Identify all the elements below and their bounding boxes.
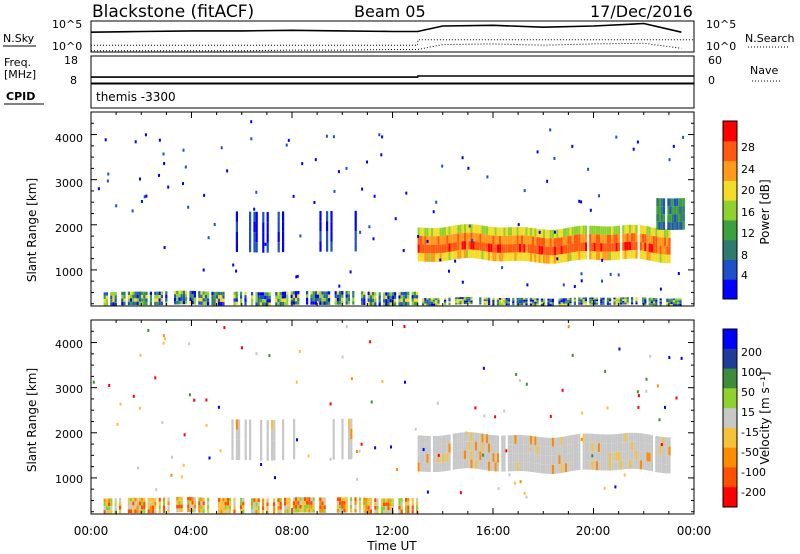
power-ytick-4000: 4000 bbox=[55, 132, 83, 145]
frequency-label-line1: Freq. bbox=[4, 56, 31, 69]
power-region-2 bbox=[235, 210, 357, 253]
colorbar-swatch bbox=[723, 259, 737, 280]
power-ytick-3000: 3000 bbox=[55, 177, 83, 190]
vel-cbar-tick-neg15: -15 bbox=[741, 426, 759, 439]
frequency-series-0 bbox=[91, 75, 694, 78]
power-panel: Slant Range [km] 1000 2000 3000 4000 bbox=[25, 111, 695, 307]
xtick-2400: 00:00 bbox=[677, 524, 712, 538]
noise-frame bbox=[90, 20, 695, 53]
cpid-text: themis -3300 bbox=[96, 90, 176, 104]
velocity-ytick-3000: 3000 bbox=[55, 383, 83, 396]
xtick-1200: 12:00 bbox=[375, 524, 410, 538]
velocity-ytick-2000: 2000 bbox=[55, 428, 83, 441]
xtick-0800: 08:00 bbox=[275, 524, 310, 538]
colorbar-swatch bbox=[723, 160, 737, 181]
power-cbar-tick-12: 12 bbox=[741, 227, 755, 240]
velocity-region-0 bbox=[103, 496, 419, 514]
noise-left-tick-bottom: 10^0 bbox=[52, 40, 82, 53]
power-frame bbox=[90, 111, 695, 307]
power-cbar-tick-16: 16 bbox=[741, 206, 755, 219]
colorbar-swatch bbox=[723, 200, 737, 221]
frequency-left-tick-top: 18 bbox=[64, 54, 78, 67]
vel-cbar-tick-neg200: -200 bbox=[741, 486, 766, 499]
noise-right-tick-top: 10^5 bbox=[706, 18, 736, 31]
power-region-4 bbox=[656, 198, 685, 230]
cpid-frame bbox=[90, 83, 695, 109]
date-title: 17/Dec/2016 bbox=[590, 2, 693, 21]
frequency-label-line2: [MHz] bbox=[4, 68, 36, 81]
power-cbar-tick-4: 4 bbox=[741, 269, 748, 282]
colorbar-swatch bbox=[723, 219, 737, 241]
noise-right-label: N.Search bbox=[745, 32, 795, 45]
colorbar-swatch bbox=[723, 121, 737, 142]
vel-cbar-label: Velocity [m s⁻¹] bbox=[758, 371, 772, 464]
colorbar-swatch bbox=[723, 427, 737, 449]
colorbar-swatch bbox=[723, 408, 737, 429]
noise-panel: N.Sky 10^5 10^0 10^5 10^0 N.Search bbox=[3, 18, 795, 53]
colorbar-swatch bbox=[723, 348, 737, 370]
frequency-right-tick-bottom: 0 bbox=[708, 74, 715, 87]
colorbar-swatch bbox=[723, 447, 737, 468]
frequency-right-label: Nave bbox=[750, 64, 778, 77]
noise-series-1 bbox=[91, 42, 682, 52]
noise-right-tick-bottom: 10^0 bbox=[706, 40, 736, 53]
velocity-ytick-1000: 1000 bbox=[55, 473, 83, 486]
colorbar-swatch bbox=[723, 329, 737, 350]
velocity-ylabel: Slant Range [km] bbox=[25, 368, 39, 472]
power-ytick-1000: 1000 bbox=[55, 266, 83, 279]
velocity-colorbar: 200 100 50 15 -15 -50 -100 -200 Velocity… bbox=[722, 328, 772, 508]
x-axis-label: Time UT bbox=[366, 539, 417, 553]
noise-left-label: N.Sky bbox=[3, 32, 35, 45]
power-region-3 bbox=[417, 224, 671, 264]
frequency-left-tick-bottom: 8 bbox=[70, 74, 77, 87]
vel-cbar-tick-100: 100 bbox=[741, 366, 762, 379]
power-cbar-tick-8: 8 bbox=[741, 249, 748, 262]
power-ylabel: Slant Range [km] bbox=[25, 178, 39, 282]
velocity-specks bbox=[92, 325, 683, 499]
cpid-panel: CPID themis -3300 bbox=[4, 83, 695, 109]
cpid-label: CPID bbox=[6, 90, 35, 103]
colorbar-swatch bbox=[723, 487, 737, 508]
power-cbar-tick-24: 24 bbox=[741, 163, 755, 176]
colorbar-swatch bbox=[723, 368, 737, 389]
frequency-panel: Freq. [MHz] 18 8 60 0 Nave bbox=[4, 39, 780, 87]
vel-cbar-tick-neg50: -50 bbox=[741, 446, 759, 459]
velocity-region-2 bbox=[231, 418, 353, 461]
noise-series-0 bbox=[90, 22, 682, 33]
xtick-0000: 00:00 bbox=[74, 524, 109, 538]
power-cbar-tick-20: 20 bbox=[741, 184, 755, 197]
xtick-1600: 16:00 bbox=[476, 524, 511, 538]
colorbar-swatch bbox=[723, 279, 737, 300]
frequency-right-tick-top: 60 bbox=[708, 54, 722, 67]
power-cbar-tick-28: 28 bbox=[741, 141, 755, 154]
colorbar-swatch bbox=[723, 388, 737, 409]
noise-left-tick-top: 10^5 bbox=[52, 18, 82, 31]
frequency-frame bbox=[90, 55, 695, 84]
power-cbar-label: Power [dB] bbox=[758, 179, 772, 244]
power-ytick-2000: 2000 bbox=[55, 222, 83, 235]
station-title: Blackstone (fitACF) bbox=[92, 2, 254, 22]
colorbar-swatch bbox=[723, 239, 737, 260]
power-region-1 bbox=[422, 297, 682, 306]
xtick-2000: 20:00 bbox=[576, 524, 611, 538]
vel-cbar-tick-15: 15 bbox=[741, 406, 755, 419]
frequency-series-1 bbox=[91, 39, 694, 46]
power-region-0 bbox=[103, 290, 419, 306]
power-colorbar-frame bbox=[722, 120, 738, 300]
velocity-ytick-4000: 4000 bbox=[55, 338, 83, 351]
colorbar-swatch bbox=[723, 140, 737, 162]
vel-cbar-tick-neg100: -100 bbox=[741, 466, 766, 479]
vel-cbar-tick-200: 200 bbox=[741, 346, 762, 359]
velocity-colorbar-frame bbox=[722, 328, 738, 508]
xtick-0400: 04:00 bbox=[174, 524, 209, 538]
power-colorbar: 4 8 12 16 20 24 28 Power [dB] bbox=[722, 120, 772, 300]
vel-cbar-tick-50: 50 bbox=[741, 386, 755, 399]
colorbar-swatch bbox=[723, 467, 737, 488]
velocity-panel: Slant Range [km] 1000 2000 3000 4000 00:… bbox=[25, 319, 712, 553]
colorbar-swatch bbox=[723, 180, 737, 201]
power-specks bbox=[97, 120, 685, 291]
beam-title: Beam 05 bbox=[354, 2, 426, 21]
velocity-frame bbox=[90, 319, 695, 515]
